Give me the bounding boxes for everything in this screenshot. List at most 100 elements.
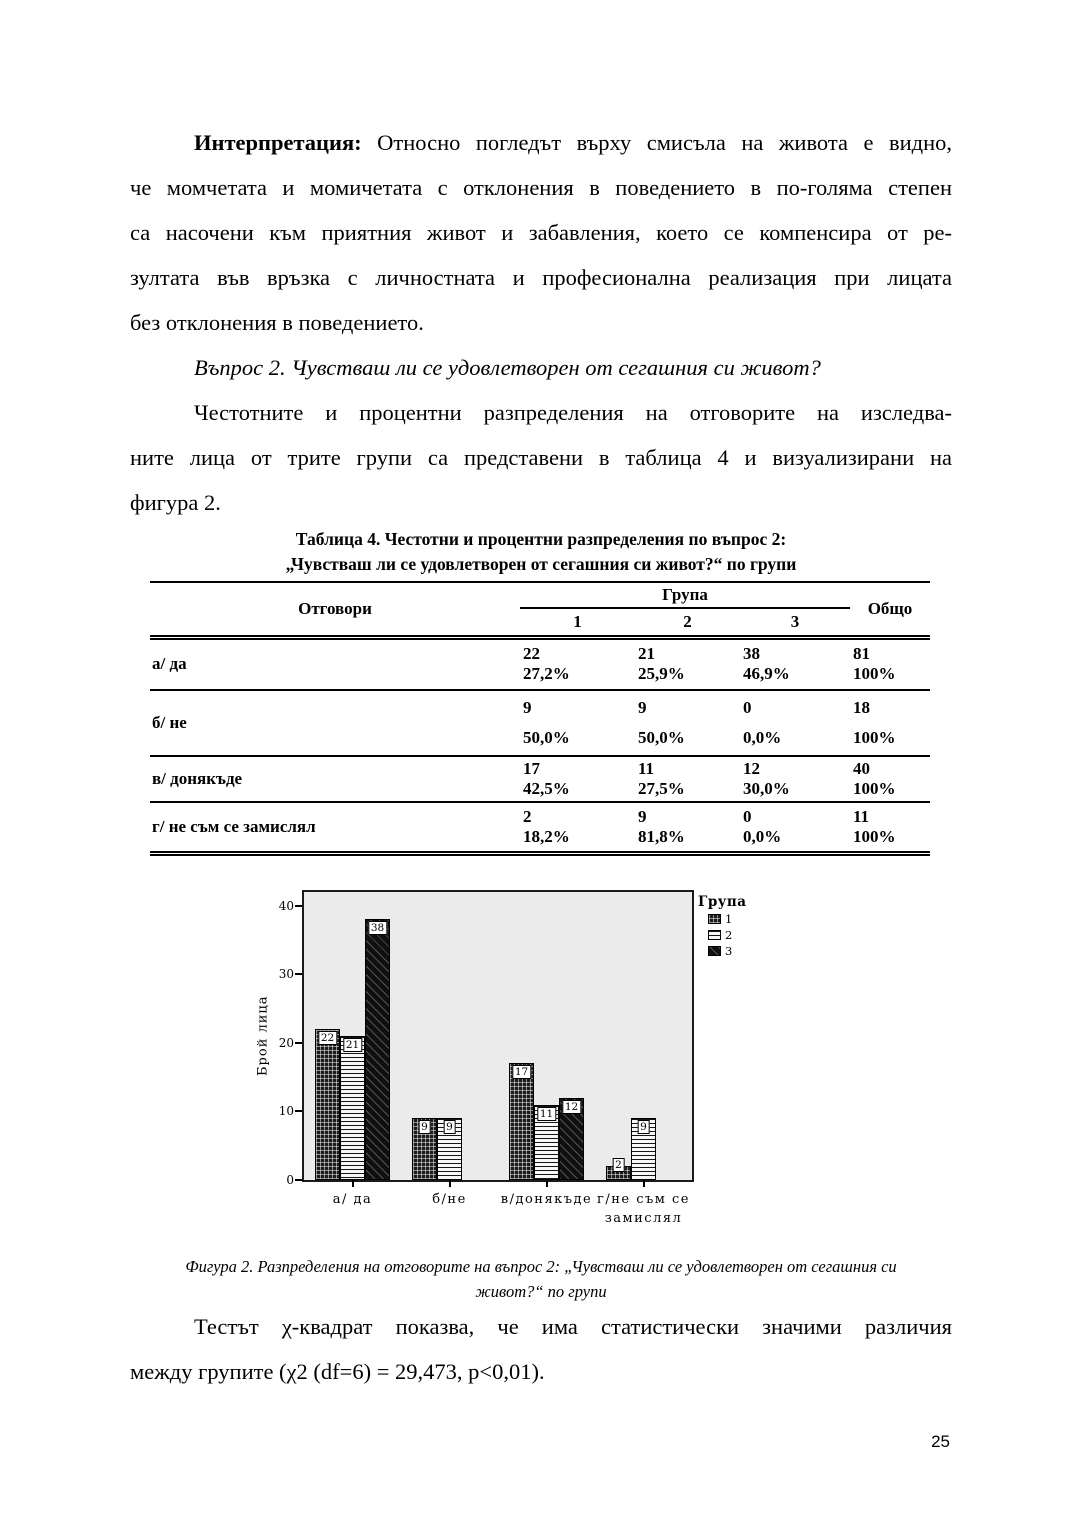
bar-value-label: 21 (342, 1038, 363, 1052)
cell-percent: 100% (853, 826, 896, 846)
bar-group-3 (365, 919, 390, 1180)
cell-count: 9 (523, 697, 532, 717)
x-tick-mark (545, 1180, 548, 1187)
table-title-line1: Таблица 4. Честотни и процентни разпреде… (295, 529, 787, 549)
table-cell: 12 30,0% (740, 756, 850, 802)
paragraph-question: Въпрос 2. Чувстваш ли се удовлетворен от… (130, 345, 952, 390)
col-header-group-1: 1 (573, 612, 582, 631)
table-row: в/ донякъде 17 42,5% 11 27,5% 12 30,0% 40 10… (150, 756, 930, 802)
y-tick-label: 10 (278, 1104, 294, 1119)
cell-percent: 50,0% (523, 727, 570, 747)
table-title: Таблица 4. Честотни и процентни разпреде… (130, 527, 952, 577)
table-row: б/ не 9 50,0% 9 50,0% 0 0,0% 18 100% (150, 690, 930, 756)
col-header-answers: Отговори (298, 599, 372, 618)
paragraph-line: без отклонения в поведението. (130, 310, 424, 335)
legend-items: 1 2 3 (698, 912, 747, 958)
paragraph-line: фигура 2. (130, 490, 221, 515)
y-tick-mark (295, 904, 302, 907)
row-label: в/ донякъде (152, 768, 243, 788)
table-cell: 81 100% (850, 638, 930, 690)
figure-caption-line1: Фигура 2. Разпределения на отговорите на… (185, 1257, 897, 1276)
col-header-group-2: 2 (683, 612, 692, 631)
cell-count: 21 (638, 644, 655, 664)
paragraph-line: Честотните и процентни разпределения на … (194, 400, 952, 425)
cell-count: 9 (638, 697, 647, 717)
y-tick-mark (295, 1041, 302, 1044)
cell-percent: 0,0% (743, 727, 782, 747)
bar-value-label: 17 (511, 1065, 532, 1080)
cell-percent: 81,8% (638, 826, 685, 846)
legend-swatch-3 (708, 946, 721, 956)
table-title-line2: „Чувстваш ли се удовлетворен от сегашния… (285, 554, 797, 574)
x-tick-label: б/не (432, 1192, 467, 1207)
table-row: а/ да 22 27,2% 21 25,9% 38 46,9% 81 100% (150, 638, 930, 690)
cell-percent: 100% (853, 778, 896, 798)
bar-value-label: 9 (443, 1120, 456, 1135)
y-tick-label: 40 (278, 898, 294, 913)
table-cell: 9 50,0% (635, 690, 740, 756)
x-tick-mark (642, 1180, 645, 1187)
x-tick-mark (351, 1180, 354, 1187)
paragraph-line: са насочени към приятния живот и забавле… (130, 220, 952, 245)
bar-value-label: 11 (536, 1106, 557, 1121)
col-header-total: Общо (867, 599, 913, 618)
col-header-group-3: 3 (790, 612, 800, 631)
row-label: б/ не (152, 712, 187, 732)
y-tick-label: 30 (278, 967, 294, 982)
cell-count: 11 (853, 806, 870, 826)
legend-swatch-2 (708, 930, 721, 940)
cell-percent: 100% (853, 727, 896, 747)
paragraph-frequencies: Честотните и процентни разпределения на … (130, 390, 952, 525)
cell-percent: 0,0% (743, 826, 782, 846)
legend-label: 1 (725, 912, 733, 926)
paragraph-line: зултата във връзка с личностната и профе… (130, 265, 952, 290)
legend-title: Група (698, 894, 747, 910)
figure-caption-line2: живот?“ по групи (475, 1282, 607, 1301)
interpretation-label: Интерпретация: (194, 130, 362, 155)
legend-item: 3 (708, 944, 747, 958)
chart-legend: Група 1 2 3 (698, 894, 747, 958)
x-tick-label: г/не съм се замислял (597, 1192, 690, 1226)
bar-group-1 (315, 1029, 340, 1180)
cell-percent: 46,9% (743, 664, 790, 684)
y-tick-mark (295, 1110, 302, 1113)
cell-count: 18 (853, 697, 870, 717)
table-row: г/ не съм се замислял 2 18,2% 9 81,8% 0 0,0… (150, 802, 930, 854)
bar-value-label: 2 (612, 1158, 625, 1173)
col-header-group: Група (520, 582, 850, 609)
cell-percent: 27,2% (523, 664, 570, 684)
paragraph-line: че момчетата и момичетата с отклонения в… (130, 175, 952, 200)
table-cell: 0 0,0% (740, 802, 850, 854)
cell-count: 38 (743, 644, 760, 664)
table-cell: 11 27,5% (635, 756, 740, 802)
cell-percent: 25,9% (638, 664, 685, 684)
frequency-table: Отговори Група Общо 1 2 3 а/ да 22 27,2% … (150, 581, 930, 856)
bar-value-label: 9 (418, 1120, 431, 1135)
figure-caption: Фигура 2. Разпределения на отговорите на… (130, 1254, 952, 1304)
y-tick-label: 0 (286, 1173, 294, 1187)
table-cell: 9 81,8% (635, 802, 740, 854)
cell-count: 0 (743, 806, 752, 826)
paragraph-interpretation: Интерпретация: Относно погледът върху см… (130, 120, 952, 345)
cell-count: 2 (523, 806, 532, 826)
cell-percent: 42,5% (523, 778, 570, 798)
legend-swatch-1 (708, 914, 721, 924)
interpretation-line1: Относно погледът върху смисъла на живота… (361, 130, 952, 155)
y-tick-mark (295, 1179, 302, 1181)
table-cell: 18 100% (850, 690, 930, 756)
cell-percent: 30,0% (743, 778, 790, 798)
cell-percent: 27,5% (638, 778, 685, 798)
cell-count: 12 (743, 758, 760, 778)
row-label: а/ да (152, 654, 187, 674)
cell-count: 0 (743, 697, 752, 717)
legend-item: 1 (708, 912, 747, 926)
table-cell: 22 27,2% (520, 638, 635, 690)
table-cell: 9 50,0% (520, 690, 635, 756)
bar-value-label: 9 (637, 1120, 650, 1135)
table-cell: 40 100% (850, 756, 930, 802)
row-label: г/ не съм се замислял (152, 816, 316, 836)
table-cell: 11 100% (850, 802, 930, 854)
y-tick-mark (295, 973, 302, 976)
